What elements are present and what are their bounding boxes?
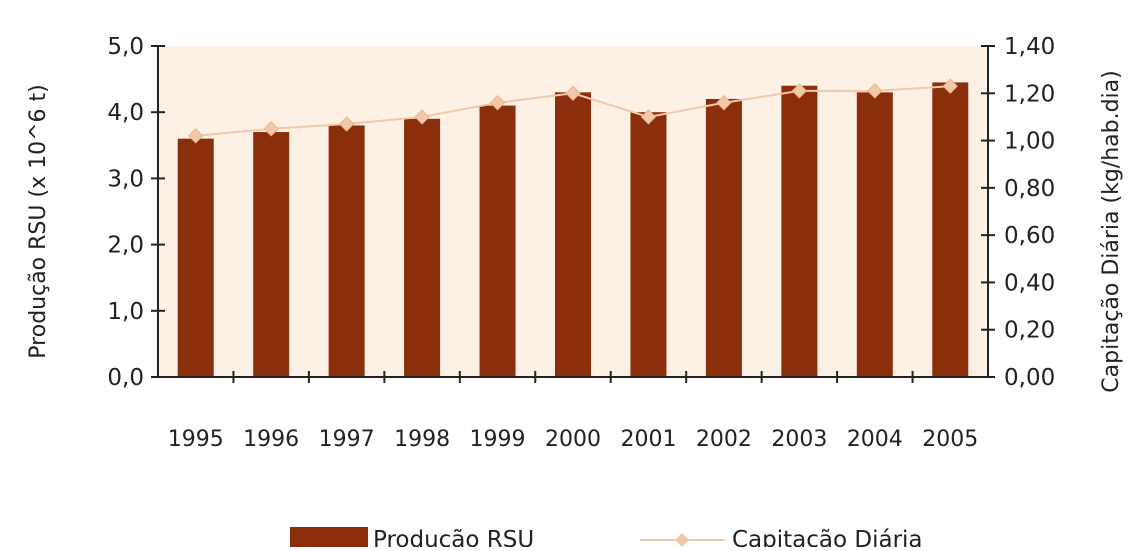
bar-1996 <box>253 132 290 377</box>
right-tick-label: 0,20 <box>1004 318 1055 344</box>
x-tick-label: 2004 <box>847 427 903 452</box>
bar-1997 <box>328 125 365 377</box>
point-1997 <box>338 116 355 132</box>
line-series <box>188 78 958 144</box>
bar-1998 <box>404 118 441 377</box>
right-tick-label: 1,20 <box>1004 81 1055 107</box>
point-2001 <box>640 109 657 125</box>
bar-2003 <box>781 85 818 377</box>
x-tick-label: 2002 <box>696 427 752 452</box>
left-tick-label: 0,0 <box>107 365 144 391</box>
point-2004 <box>867 83 883 99</box>
legend-label-bars: Producão RSU <box>373 527 534 547</box>
x-tick-label: 2000 <box>545 427 601 452</box>
point-1998 <box>414 109 430 125</box>
right-tick-label: 0,00 <box>1004 365 1055 391</box>
bar-2001 <box>630 112 667 377</box>
bar-2005 <box>932 82 969 377</box>
bar-series <box>177 82 969 378</box>
point-1999 <box>489 95 506 111</box>
legend: Producão RSU Capitação Diária <box>290 527 923 551</box>
left-tick-label: 4,0 <box>107 100 144 126</box>
bar-1999 <box>479 105 516 377</box>
x-tick-label: 1995 <box>168 427 224 452</box>
point-2002 <box>716 95 732 111</box>
x-tick-label: 1997 <box>319 427 375 452</box>
legend-swatch-bars <box>290 527 368 551</box>
left-tick-label: 1,0 <box>107 299 144 325</box>
left-tick-label: 5,0 <box>107 34 144 60</box>
legend-label-line: Capitação Diária <box>732 527 923 547</box>
point-2000 <box>565 85 581 101</box>
right-tick-label: 1,00 <box>1004 129 1055 155</box>
x-tick-label: 1999 <box>470 427 526 452</box>
x-tick-label: 1996 <box>243 427 299 452</box>
y2-axis-title: Capitação Diária (kg/hab.dia) <box>1099 70 1124 392</box>
bar-2002 <box>705 98 742 378</box>
x-tick-label: 2003 <box>771 427 827 452</box>
right-tick-label: 0,60 <box>1004 223 1055 249</box>
x-tick-label: 2001 <box>620 427 676 452</box>
point-1995 <box>188 128 204 144</box>
bar-1995 <box>177 138 214 377</box>
bar-2004 <box>856 92 893 377</box>
right-tick-label: 0,80 <box>1004 176 1055 202</box>
axes: 0,0 1,0 2,0 3,0 4,0 5,0 0,00 0,20 0,40 0,60 0,80 1,… <box>26 34 1124 452</box>
point-2003 <box>791 83 808 99</box>
left-tick-label: 2,0 <box>107 233 144 259</box>
right-tick-label: 1,40 <box>1004 34 1055 60</box>
right-tick-label: 0,40 <box>1004 270 1055 296</box>
point-2005 <box>942 78 958 94</box>
bar-2000 <box>555 92 591 377</box>
left-tick-label: 3,0 <box>107 166 144 192</box>
legend-swatch-marker <box>675 533 689 547</box>
point-1996 <box>263 121 279 137</box>
x-tick-label: 1998 <box>394 427 450 452</box>
y-axis-title: Produção RSU (x 10^6 t) <box>26 84 51 358</box>
x-tick-label: 2005 <box>922 427 978 452</box>
